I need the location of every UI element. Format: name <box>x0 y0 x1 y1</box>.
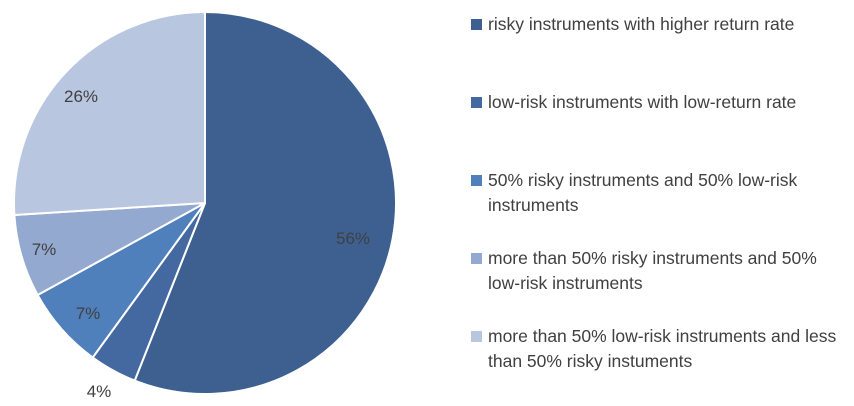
legend-swatch <box>471 331 482 342</box>
pie-data-label-5: 26% <box>64 87 98 106</box>
legend-item-2: low-risk instruments with low-return rat… <box>471 90 846 168</box>
pie-slices <box>13 10 397 395</box>
legend-item-4: more than 50% risky instruments and 50% … <box>471 246 846 324</box>
legend-item-1: risky instruments with higher return rat… <box>471 12 846 90</box>
pie-data-label-2: 4% <box>87 382 112 401</box>
legend-label: risky instruments with higher return rat… <box>488 14 795 34</box>
pie-data-labels: 56% 4% 7% 7% 26% <box>32 87 370 401</box>
chart-legend: risky instruments with higher return rat… <box>471 12 846 402</box>
pie-slice-1 <box>133 10 397 395</box>
legend-item-3: 50% risky instruments and 50% low-risk i… <box>471 168 846 246</box>
pie-data-label-4: 7% <box>32 240 57 259</box>
legend-label: more than 50% risky instruments and 50% … <box>488 248 817 293</box>
legend-swatch <box>471 97 482 108</box>
legend-item-5: more than 50% low-risk instruments and l… <box>471 324 846 402</box>
pie-data-label-3: 7% <box>76 304 101 323</box>
legend-swatch <box>471 253 482 264</box>
legend-swatch <box>471 175 482 186</box>
pie-data-label-1: 56% <box>336 229 370 248</box>
legend-label: 50% risky instruments and 50% low-risk i… <box>488 170 798 215</box>
legend-label: low-risk instruments with low-return rat… <box>488 92 797 112</box>
pie-slice-5 <box>13 10 206 217</box>
legend-label: more than 50% low-risk instruments and l… <box>488 326 837 371</box>
legend-swatch <box>471 19 482 30</box>
